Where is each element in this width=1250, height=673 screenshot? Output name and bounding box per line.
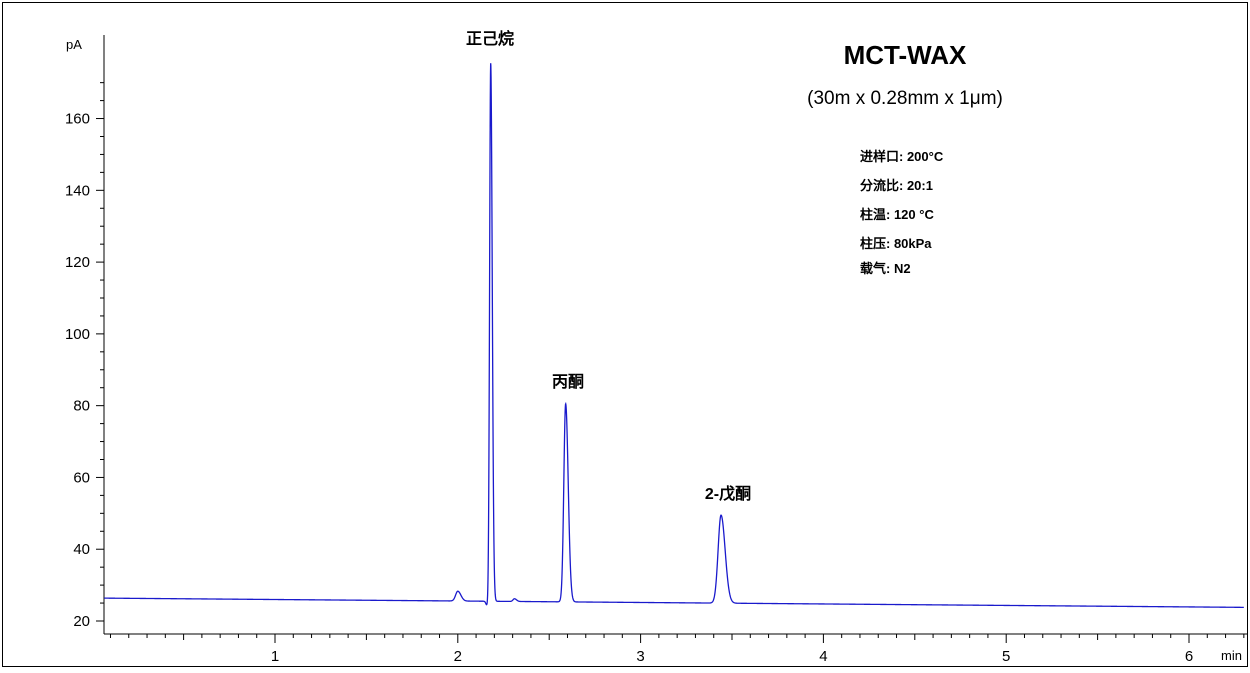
y-tick-label: 80 [73, 398, 90, 415]
condition-inlet: 进样口: 200°C [860, 149, 944, 164]
x-tick-label: 1 [271, 648, 279, 665]
condition-column-temp: 柱温: 120 °C [860, 207, 934, 222]
y-tick-label: 160 [65, 111, 90, 128]
peak-label-hexane: 正己烷 [465, 31, 515, 48]
condition-split-ratio: 分流比: 20:1 [860, 178, 933, 193]
peak-label-2-pentanone: 2-戊酮 [704, 486, 752, 503]
x-tick-label: 2 [454, 648, 462, 665]
chromatogram-trace [104, 63, 1244, 609]
ticks: 20 40 60 80 100 120 140 160 1 2 3 4 5 6 [65, 82, 1245, 665]
axes [103, 35, 1247, 635]
y-tick-label: 20 [73, 613, 90, 630]
y-axis-label: pA [66, 37, 82, 52]
y-tick-label: 60 [73, 469, 90, 486]
y-tick-label: 100 [65, 326, 90, 343]
x-tick-label: 6 [1185, 648, 1193, 665]
y-tick-label: 40 [73, 541, 90, 558]
x-tick-label: 5 [1002, 648, 1010, 665]
y-tick-label: 120 [65, 254, 90, 271]
chart-title: MCT-WAX [843, 40, 967, 70]
x-tick-label: 4 [819, 648, 827, 665]
y-tick-label: 140 [65, 182, 90, 199]
condition-column-pressure: 柱压: 80kPa [860, 236, 932, 251]
chart-subtitle: (30m x 0.28mm x 1μm) [807, 88, 1003, 109]
x-tick-label: 3 [636, 648, 644, 665]
condition-carrier-gas: 载气: N2 [860, 261, 911, 276]
peak-label-acetone: 丙酮 [551, 374, 585, 391]
x-axis-label: min [1221, 648, 1242, 663]
